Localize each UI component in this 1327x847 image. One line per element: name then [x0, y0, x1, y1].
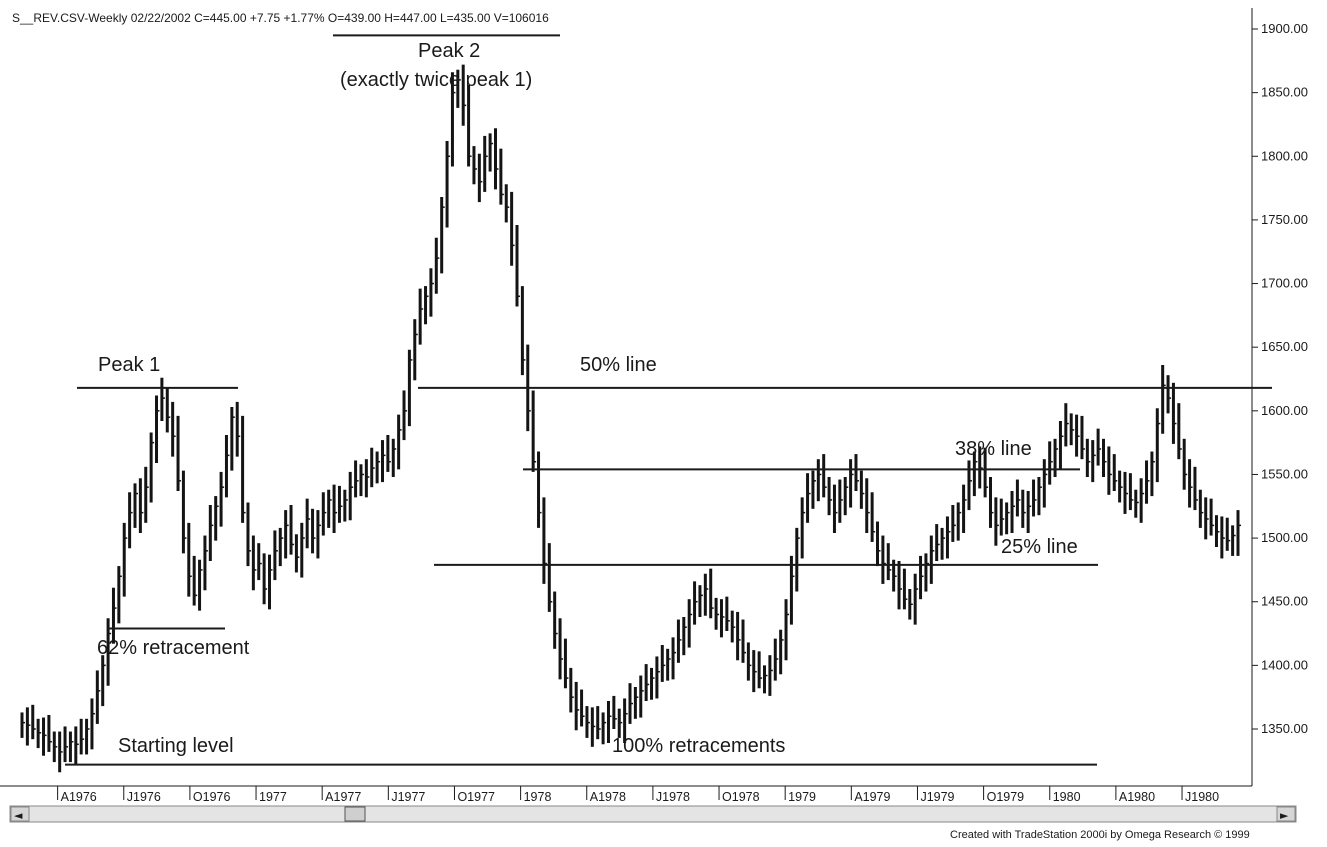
- y-tick-label: 1500.00: [1261, 530, 1308, 545]
- x-tick-label: J1979: [920, 790, 954, 804]
- x-tick-label: 1979: [788, 790, 816, 804]
- y-tick-label: 1350.00: [1261, 721, 1308, 736]
- x-tick-label: J1978: [656, 790, 690, 804]
- x-tick-label: A1978: [590, 790, 626, 804]
- x-tick-label: A1980: [1119, 790, 1155, 804]
- y-axis-ticks: 1350.00 1400.00 1450.00 1500.00 1550.00 1600.…: [1252, 21, 1308, 736]
- y-tick-label: 1850.00: [1261, 85, 1308, 100]
- price-bars: [20, 64, 1241, 773]
- peak2-label: Peak 2: [418, 40, 480, 62]
- annotation-lines: [65, 34, 1272, 766]
- x-tick-label: O1978: [722, 790, 760, 804]
- horizontal-scrollbar[interactable]: ◄ ►: [9, 805, 1297, 823]
- annotation-labels: Peak 1 Peak 2 (exactly twice peak 1) 62%…: [97, 40, 1078, 757]
- y-tick-label: 1650.00: [1261, 339, 1308, 354]
- x-axis-ticks: A1976 J1976 O1976 1977 A1977 J1977 O1977 1978 A1…: [57, 786, 1219, 804]
- line50-label: 50% line: [580, 354, 657, 376]
- y-tick-label: 1750.00: [1261, 212, 1308, 227]
- y-tick-label: 1800.00: [1261, 148, 1308, 163]
- chart-header-text: S__REV.CSV-Weekly 02/22/2002 C=445.00 +7…: [12, 11, 549, 25]
- y-tick-label: 1550.00: [1261, 466, 1308, 481]
- scroll-left-button[interactable]: [10, 806, 30, 822]
- y-tick-label: 1600.00: [1261, 403, 1308, 418]
- y-tick-label: 1700.00: [1261, 276, 1308, 291]
- scroll-right-button[interactable]: [1276, 806, 1296, 822]
- peak2-sublabel: (exactly twice peak 1): [340, 69, 532, 91]
- scrollbar-track[interactable]: [9, 805, 1297, 823]
- retracements100-label: 100% retracements: [612, 735, 785, 757]
- y-tick-label: 1900.00: [1261, 21, 1308, 36]
- x-tick-label: A1977: [325, 790, 361, 804]
- x-tick-label: O1977: [457, 790, 495, 804]
- x-tick-label: 1980: [1053, 790, 1081, 804]
- scroll-left-arrow-icon: ◄: [14, 809, 23, 822]
- x-tick-label: A1979: [854, 790, 890, 804]
- x-tick-label: 1977: [259, 790, 287, 804]
- y-tick-label: 1450.00: [1261, 594, 1308, 609]
- x-tick-label: O1979: [987, 790, 1025, 804]
- starting-level-label: Starting level: [118, 735, 234, 757]
- line38-label: 38% line: [955, 438, 1032, 460]
- retracement62-label: 62% retracement: [97, 637, 250, 659]
- x-tick-label: A1976: [61, 790, 97, 804]
- y-tick-label: 1400.00: [1261, 657, 1308, 672]
- x-tick-label: 1978: [524, 790, 552, 804]
- x-tick-label: J1977: [391, 790, 425, 804]
- line25-label: 25% line: [1001, 536, 1078, 558]
- x-tick-label: O1976: [193, 790, 231, 804]
- footer-credit: Created with TradeStation 2000i by Omega…: [950, 829, 1250, 841]
- scrollbar-thumb[interactable]: [344, 806, 366, 822]
- x-tick-label: J1980: [1185, 790, 1219, 804]
- scroll-right-arrow-icon: ►: [1280, 809, 1289, 822]
- x-tick-label: J1976: [127, 790, 161, 804]
- peak1-label: Peak 1: [98, 354, 160, 376]
